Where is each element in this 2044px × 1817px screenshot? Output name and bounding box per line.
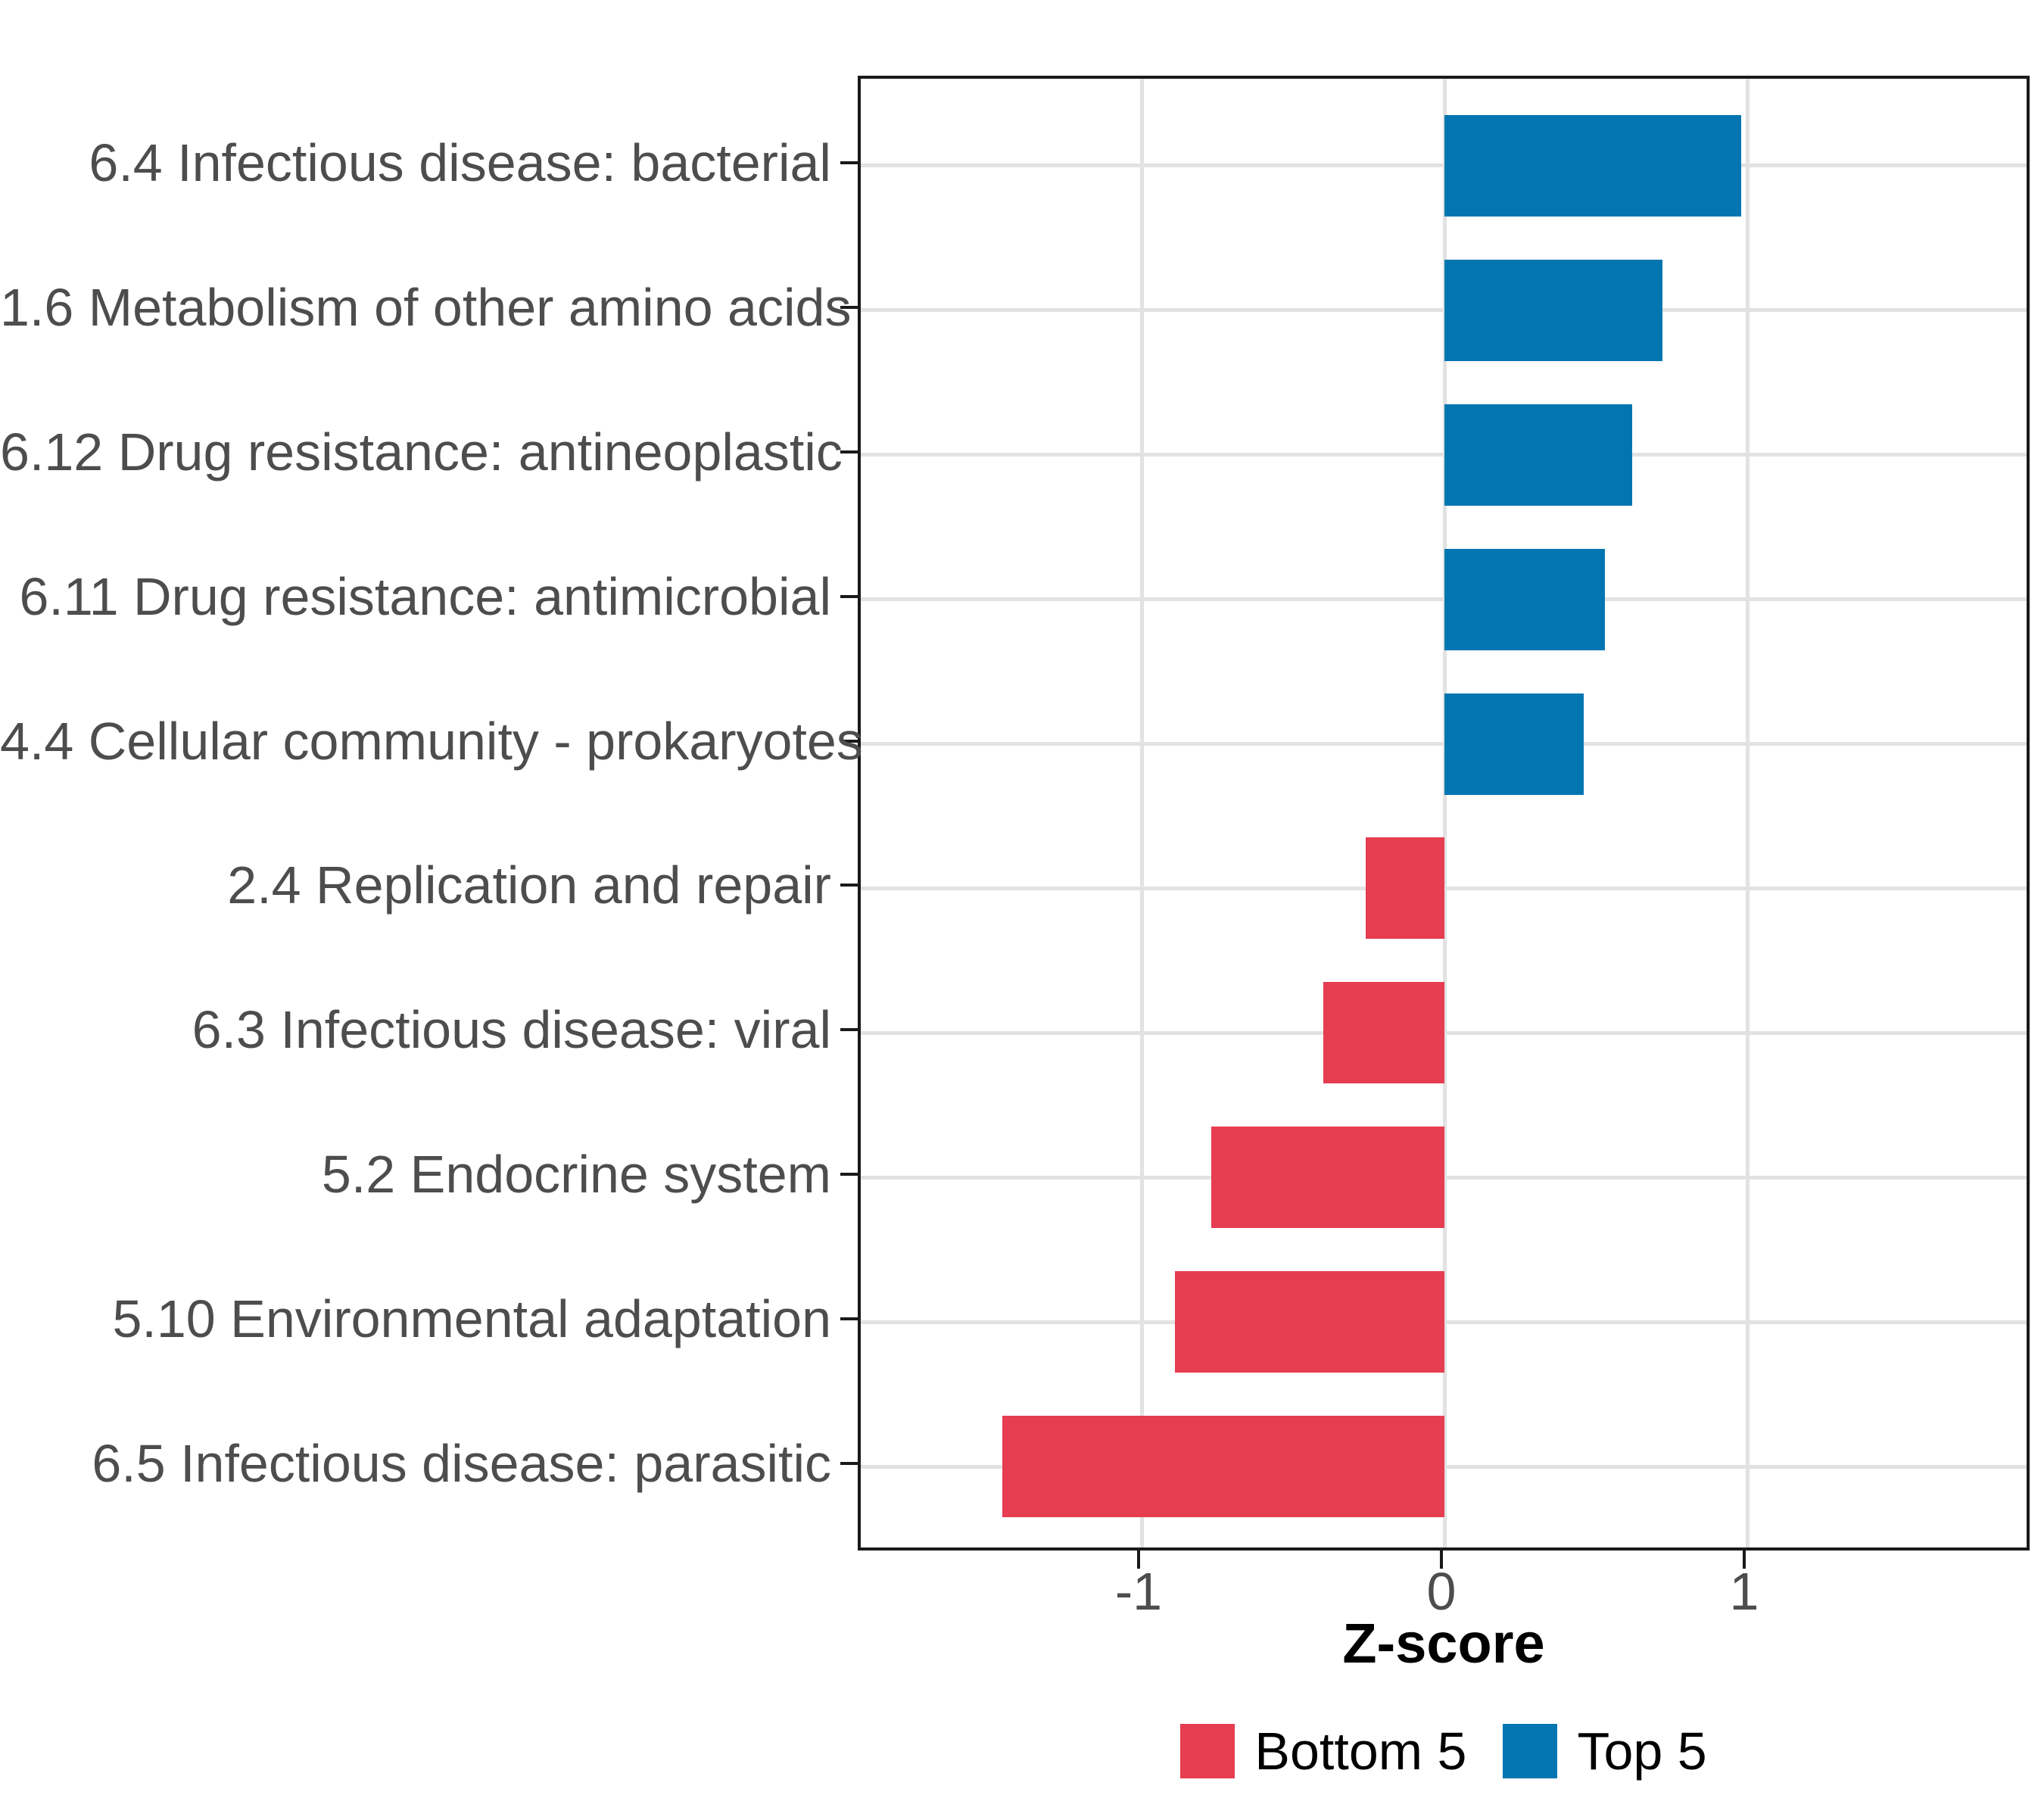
y-tick-mark: [840, 594, 858, 598]
category-label: 1.6 Metabolism of other amino acids: [0, 277, 852, 337]
category-label: 5.10 Environmental adaptation: [112, 1289, 831, 1349]
x-gridline: [1745, 79, 1750, 1547]
bar: [1175, 1271, 1444, 1373]
bar: [1444, 693, 1584, 795]
x-tick-mark: [1137, 1551, 1140, 1569]
legend-swatch: [1503, 1724, 1558, 1778]
category-label: 6.12 Drug resistance: antineoplastic: [0, 422, 843, 482]
y-tick-mark: [840, 161, 858, 164]
x-axis-title: Z-score: [1342, 1612, 1545, 1675]
category-label: 6.4 Infectious disease: bacterial: [89, 132, 831, 192]
y-gridline: [861, 164, 2027, 168]
bar: [1444, 404, 1632, 506]
category-label: 6.3 Infectious disease: viral: [192, 1000, 831, 1060]
category-label: 6.5 Infectious disease: parasitic: [92, 1434, 831, 1494]
x-tick-label: -1: [1114, 1562, 1163, 1621]
legend: Bottom 5 Top 5: [858, 1719, 2030, 1784]
category-label: 6.11 Drug resistance: antimicrobial: [19, 566, 831, 626]
legend-item: Top 5: [1503, 1721, 1707, 1781]
bar: [1444, 259, 1662, 361]
x-tick-label: 1: [1729, 1562, 1759, 1621]
category-label: 2.4 Replication and repair: [227, 856, 831, 915]
category-label: 5.2 Endocrine system: [321, 1145, 831, 1205]
legend-label: Bottom 5: [1254, 1722, 1467, 1781]
x-gridline: [1442, 79, 1447, 1547]
x-tick-label: 0: [1426, 1562, 1457, 1621]
y-tick-mark: [840, 884, 858, 887]
y-tick-mark: [840, 1317, 858, 1321]
legend-swatch: [1180, 1724, 1235, 1778]
y-tick-mark: [840, 1462, 858, 1466]
bar: [1211, 1127, 1444, 1229]
y-tick-mark: [840, 1173, 858, 1177]
plot-panel: [858, 76, 2030, 1551]
y-tick-mark: [840, 1028, 858, 1032]
x-tick-mark: [1743, 1551, 1746, 1569]
bar: [1002, 1416, 1444, 1518]
bar: [1444, 548, 1605, 650]
y-tick-mark: [840, 450, 858, 453]
bar: [1323, 982, 1444, 1084]
legend-item: Bottom 5: [1180, 1721, 1466, 1781]
legend-label: Top 5: [1577, 1722, 1707, 1781]
y-gridline: [861, 308, 2027, 313]
bar: [1444, 114, 1741, 217]
y-gridline: [861, 597, 2027, 602]
y-tick-mark: [840, 305, 858, 309]
x-tick-mark: [1440, 1551, 1443, 1569]
category-label: 4.4 Cellular community - prokaryotes: [0, 711, 863, 771]
y-gridline: [861, 453, 2027, 457]
y-gridline: [861, 742, 2027, 746]
y-tick-mark: [840, 739, 858, 743]
bar: [1366, 837, 1444, 940]
x-gridline: [1139, 79, 1144, 1547]
